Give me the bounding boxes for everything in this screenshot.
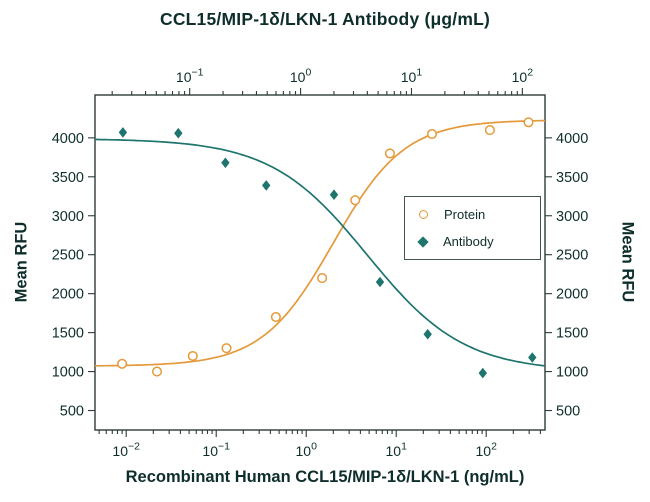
y-tick-label-right: 1500 bbox=[556, 326, 588, 342]
x-tick-label: 102 bbox=[475, 441, 497, 460]
y-tick-label-right: 2000 bbox=[556, 287, 588, 303]
antibody-data-point bbox=[329, 189, 339, 200]
antibody-data-point bbox=[423, 328, 432, 340]
chart-title: CCL15/MIP-1δ/LKN-1 Antibody (μg/mL) bbox=[159, 9, 491, 29]
x-tick-label: 10−1 bbox=[176, 67, 204, 86]
y-tick-label-right: 3000 bbox=[556, 209, 588, 225]
x-tick-label: 100 bbox=[290, 67, 312, 86]
legend-item-antibody: Antibody bbox=[417, 234, 532, 249]
x-axis-label-bottom: Recombinant Human CCL15/MIP-1δ/LKN-1 (ng… bbox=[125, 468, 525, 486]
x-tick-label: 101 bbox=[401, 67, 423, 86]
antibody-data-point bbox=[118, 127, 128, 138]
x-tick-label: 10−1 bbox=[202, 441, 230, 460]
y-tick-label-left: 2000 bbox=[52, 287, 84, 303]
y-tick-label-left: 500 bbox=[60, 404, 84, 420]
y-tick-label-left: 1000 bbox=[52, 365, 84, 381]
antibody-data-point bbox=[528, 352, 537, 363]
antibody-data-point bbox=[221, 157, 230, 169]
plot-border bbox=[94, 94, 546, 431]
y-tick-label-left: 2500 bbox=[52, 248, 84, 264]
antibody-data-point bbox=[375, 276, 385, 288]
protein-data-point bbox=[187, 350, 198, 362]
y-tick-label-right: 4000 bbox=[556, 131, 588, 147]
protein-data-point bbox=[523, 117, 534, 128]
x-tick-label: 102 bbox=[512, 67, 534, 86]
protein-data-point bbox=[484, 125, 495, 136]
protein-data-point bbox=[221, 343, 232, 354]
y-tick-label-left: 4000 bbox=[52, 131, 84, 147]
y-tick-label-right: 500 bbox=[556, 404, 580, 420]
protein-marker-icon bbox=[419, 210, 428, 219]
antibody-data-point bbox=[174, 127, 183, 139]
x-tick-label: 10−2 bbox=[112, 441, 140, 460]
protein-data-point bbox=[384, 148, 395, 159]
y-tick-label-right: 1000 bbox=[556, 365, 588, 381]
legend: Protein Antibody bbox=[404, 196, 541, 260]
y-tick-label-left: 3000 bbox=[52, 209, 84, 225]
y-tick-label-left: 3500 bbox=[52, 170, 84, 186]
legend-label-antibody: Antibody bbox=[443, 234, 494, 249]
protein-data-point bbox=[317, 273, 328, 284]
y-tick-label-right: 2500 bbox=[556, 248, 588, 264]
antibody-fit-curve bbox=[94, 138, 546, 367]
antibody-data-point bbox=[262, 180, 271, 191]
antibody-data-point bbox=[478, 367, 487, 379]
legend-label-protein: Protein bbox=[444, 207, 486, 222]
y-tick-label-left: 1500 bbox=[52, 326, 84, 342]
legend-item-protein: Protein bbox=[419, 207, 532, 222]
protein-fit-curve bbox=[95, 119, 545, 367]
y-tick-label-right: 3500 bbox=[556, 170, 588, 186]
protein-data-point bbox=[350, 195, 361, 206]
protein-data-point bbox=[270, 311, 281, 323]
x-tick-label: 101 bbox=[385, 441, 407, 460]
protein-data-point bbox=[151, 366, 163, 377]
x-tick-label: 100 bbox=[295, 441, 317, 460]
antibody-marker-icon bbox=[417, 235, 429, 248]
protein-data-point bbox=[426, 128, 438, 140]
protein-data-point bbox=[117, 358, 128, 369]
